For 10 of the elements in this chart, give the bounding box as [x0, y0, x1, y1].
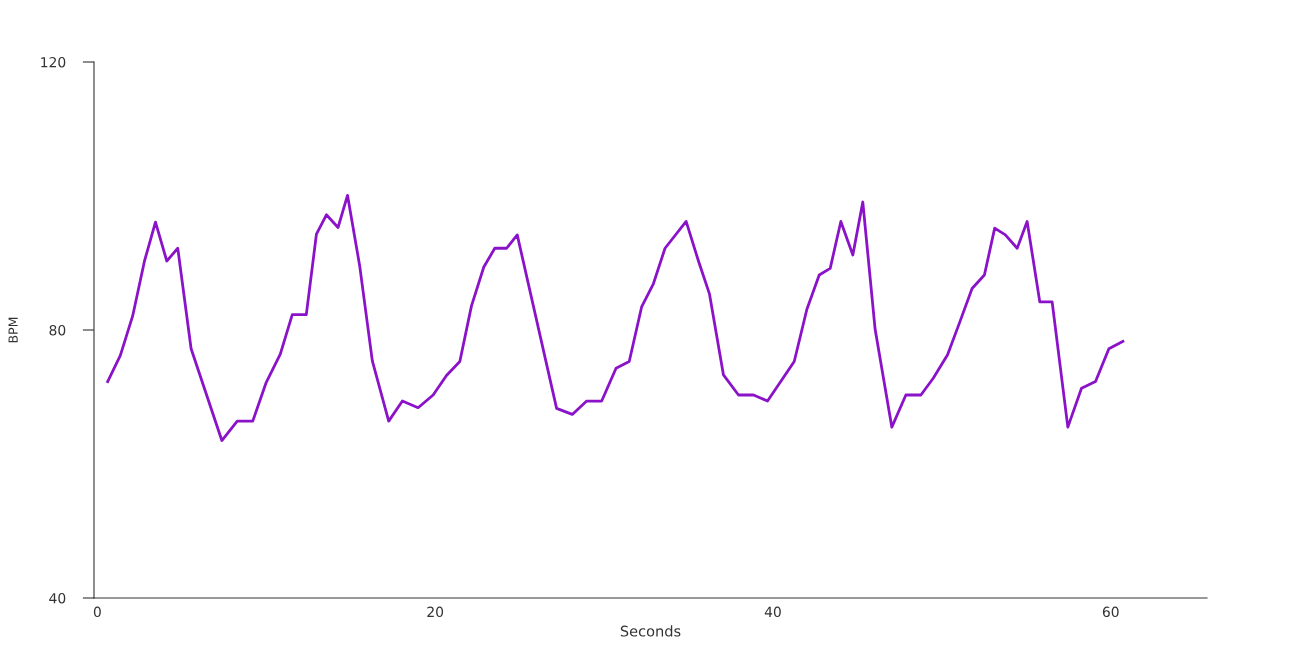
line-series [106, 193, 1125, 442]
x-tick-label: 60 [1102, 606, 1119, 618]
y-tick-label: 80 [49, 324, 66, 336]
x-tick-label: 0 [93, 606, 101, 618]
y-tick-label: 40 [49, 592, 66, 604]
y-axis-title: BPM [8, 317, 18, 343]
x-axis-title: Seconds [620, 625, 681, 637]
x-tick-label: 40 [764, 606, 781, 618]
x-tick-label: 20 [427, 606, 444, 618]
y-tick-label: 120 [41, 56, 66, 68]
